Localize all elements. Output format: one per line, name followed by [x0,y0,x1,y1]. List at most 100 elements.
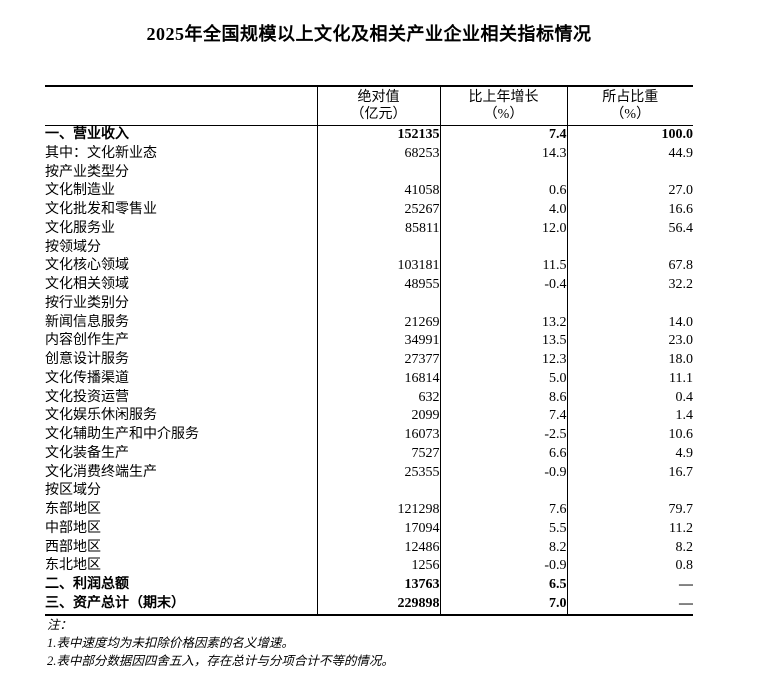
cell-absolute: 21269 [317,313,441,333]
cell-absolute: 27377 [317,351,441,370]
cell-absolute: 12486 [317,538,441,558]
cell-growth: 11.5 [440,257,568,276]
row-label: 文化核心领域 [45,257,318,276]
cell-absolute [317,294,441,314]
table-body: 一、营业收入 152135 7.4 100.0 其中：文化新业态 68253 14.3 44.… [45,125,694,615]
cell-share: 16.6 [668,202,694,217]
cell-share: 11.1 [669,370,693,386]
cell-absolute: 34991 [317,332,441,351]
table-row: 按区域分 [45,482,693,501]
cell-growth: 5.0 [440,369,568,389]
cell-absolute: 152135 [317,125,441,145]
row-label: 三、资产总计（期末） [45,594,318,615]
cell-absolute: 25267 [317,201,441,220]
cell-share: 8.2 [675,539,694,555]
table-row: 文化传播渠道 16814 5.0 11.1 [45,369,693,389]
row-label: 西部地区 [45,538,318,558]
table-row: 文化消费终端生产 25355 -0.9 16.7 [45,463,694,483]
cell-share: 16.7 [668,464,694,480]
row-label: 中部地区 [45,519,318,539]
cell-absolute: 85811 [317,219,441,239]
cell-absolute: 16073 [317,426,441,445]
column-header-absolute: 绝对值 （亿元） [317,86,441,126]
cell-growth: -0.4 [440,276,568,295]
cell-absolute: 68253 [317,144,441,164]
cell-growth: -2.5 [440,426,568,445]
cell-growth: -0.9 [440,463,568,483]
cell-absolute [317,482,441,501]
table-row: 东北地区 1256 -0.9 0.8 [45,557,693,576]
cell-absolute: 16814 [317,369,441,389]
cell-share: 67.8 [668,258,694,274]
row-label: 文化娱乐休闲服务 [45,407,318,426]
row-label: 一、营业收入 [45,125,318,145]
row-label: 按领域分 [45,238,318,258]
row-label: 文化相关领域 [45,276,318,295]
row-label: 东北地区 [45,557,318,576]
table-row: 新闻信息服务 21269 13.2 14.0 [45,313,694,333]
cell-growth: 7.0 [440,594,568,615]
cell-share: 32.2 [668,277,694,292]
table-row: 创意设计服务 27377 12.3 18.0 [45,351,693,370]
cell-absolute: 103181 [317,257,441,276]
row-label: 新闻信息服务 [45,313,318,333]
cell-share: 11.2 [669,520,693,536]
cell-growth: 7.4 [440,125,568,145]
table-row: 东部地区 121298 7.6 79.7 [45,501,693,520]
table-row: 按产业类型分 [45,163,693,183]
notes: 注： 1.表中速度均为未扣除价格因素的名义增速。 2.表中部分数据因四舍五入，存… [47,616,727,670]
note-heading: 注： [47,618,73,632]
table-row: 按领域分 [45,238,693,258]
cell-absolute: 121298 [317,501,441,520]
table-row: 文化相关领域 48955 -0.4 32.2 [45,276,693,295]
cell-growth: 8.6 [440,388,568,408]
cell-share: 14.0 [668,314,694,330]
cell-growth: 0.6 [440,182,568,201]
cell-absolute: 17094 [317,519,441,539]
cell-growth: 13.5 [440,332,568,351]
column-header-growth-line1: 比上年增长 [468,90,539,105]
cell-absolute: 632 [317,388,441,408]
cell-growth: 12.0 [440,219,568,239]
cell-share: 23.0 [668,333,694,349]
note-item: 1.表中速度均为未扣除价格因素的名义增速。 [47,636,294,650]
row-label: 文化投资运营 [45,388,318,408]
cell-share [567,295,693,314]
table-row: 三、资产总计（期末） 229898 7.0 — [45,594,693,615]
row-label: 内容创作生产 [45,332,318,351]
cell-share: 4.9 [675,445,694,461]
cell-share: 44.9 [668,145,694,161]
cell-growth: 12.3 [440,351,568,370]
table-row: 文化批发和零售业 25267 4.0 16.6 [45,201,693,220]
row-label: 文化装备生产 [45,444,318,464]
cell-share [567,164,693,183]
cell-share: — [679,577,693,592]
table-row: 文化投资运营 632 8.6 0.4 [45,388,694,408]
row-label: 按行业类别分 [45,294,318,314]
row-label: 文化批发和零售业 [45,201,318,220]
cell-absolute: 229898 [317,594,441,615]
cell-share: 56.4 [668,220,694,236]
cell-absolute: 13763 [317,576,441,595]
note-item: 2.表中部分数据因四舍五入，存在总计与分项合计不等的情况。 [47,654,394,668]
column-header-growth-line2: （%） [483,107,524,122]
cell-growth: 13.2 [440,313,568,333]
cell-absolute: 7527 [317,444,441,464]
cell-share: 0.4 [675,389,694,405]
cell-share: 79.7 [668,502,694,517]
column-header-share: 所占比重 （%） [567,86,693,126]
row-label: 按区域分 [45,482,318,501]
cell-share [567,239,693,258]
column-header-stub [45,86,318,126]
cell-absolute: 41058 [317,182,441,201]
row-label: 二、利润总额 [45,576,318,595]
cell-share: — [679,595,693,611]
cell-share: 18.0 [668,352,694,367]
table-row: 内容创作生产 34991 13.5 23.0 [45,332,693,351]
table-row: 按行业类别分 [45,294,693,314]
cell-growth [440,163,568,183]
cell-share: 1.4 [675,408,694,424]
table-row: 文化制造业 41058 0.6 27.0 [45,182,693,201]
column-header-absolute-line2: （亿元） [350,107,407,122]
